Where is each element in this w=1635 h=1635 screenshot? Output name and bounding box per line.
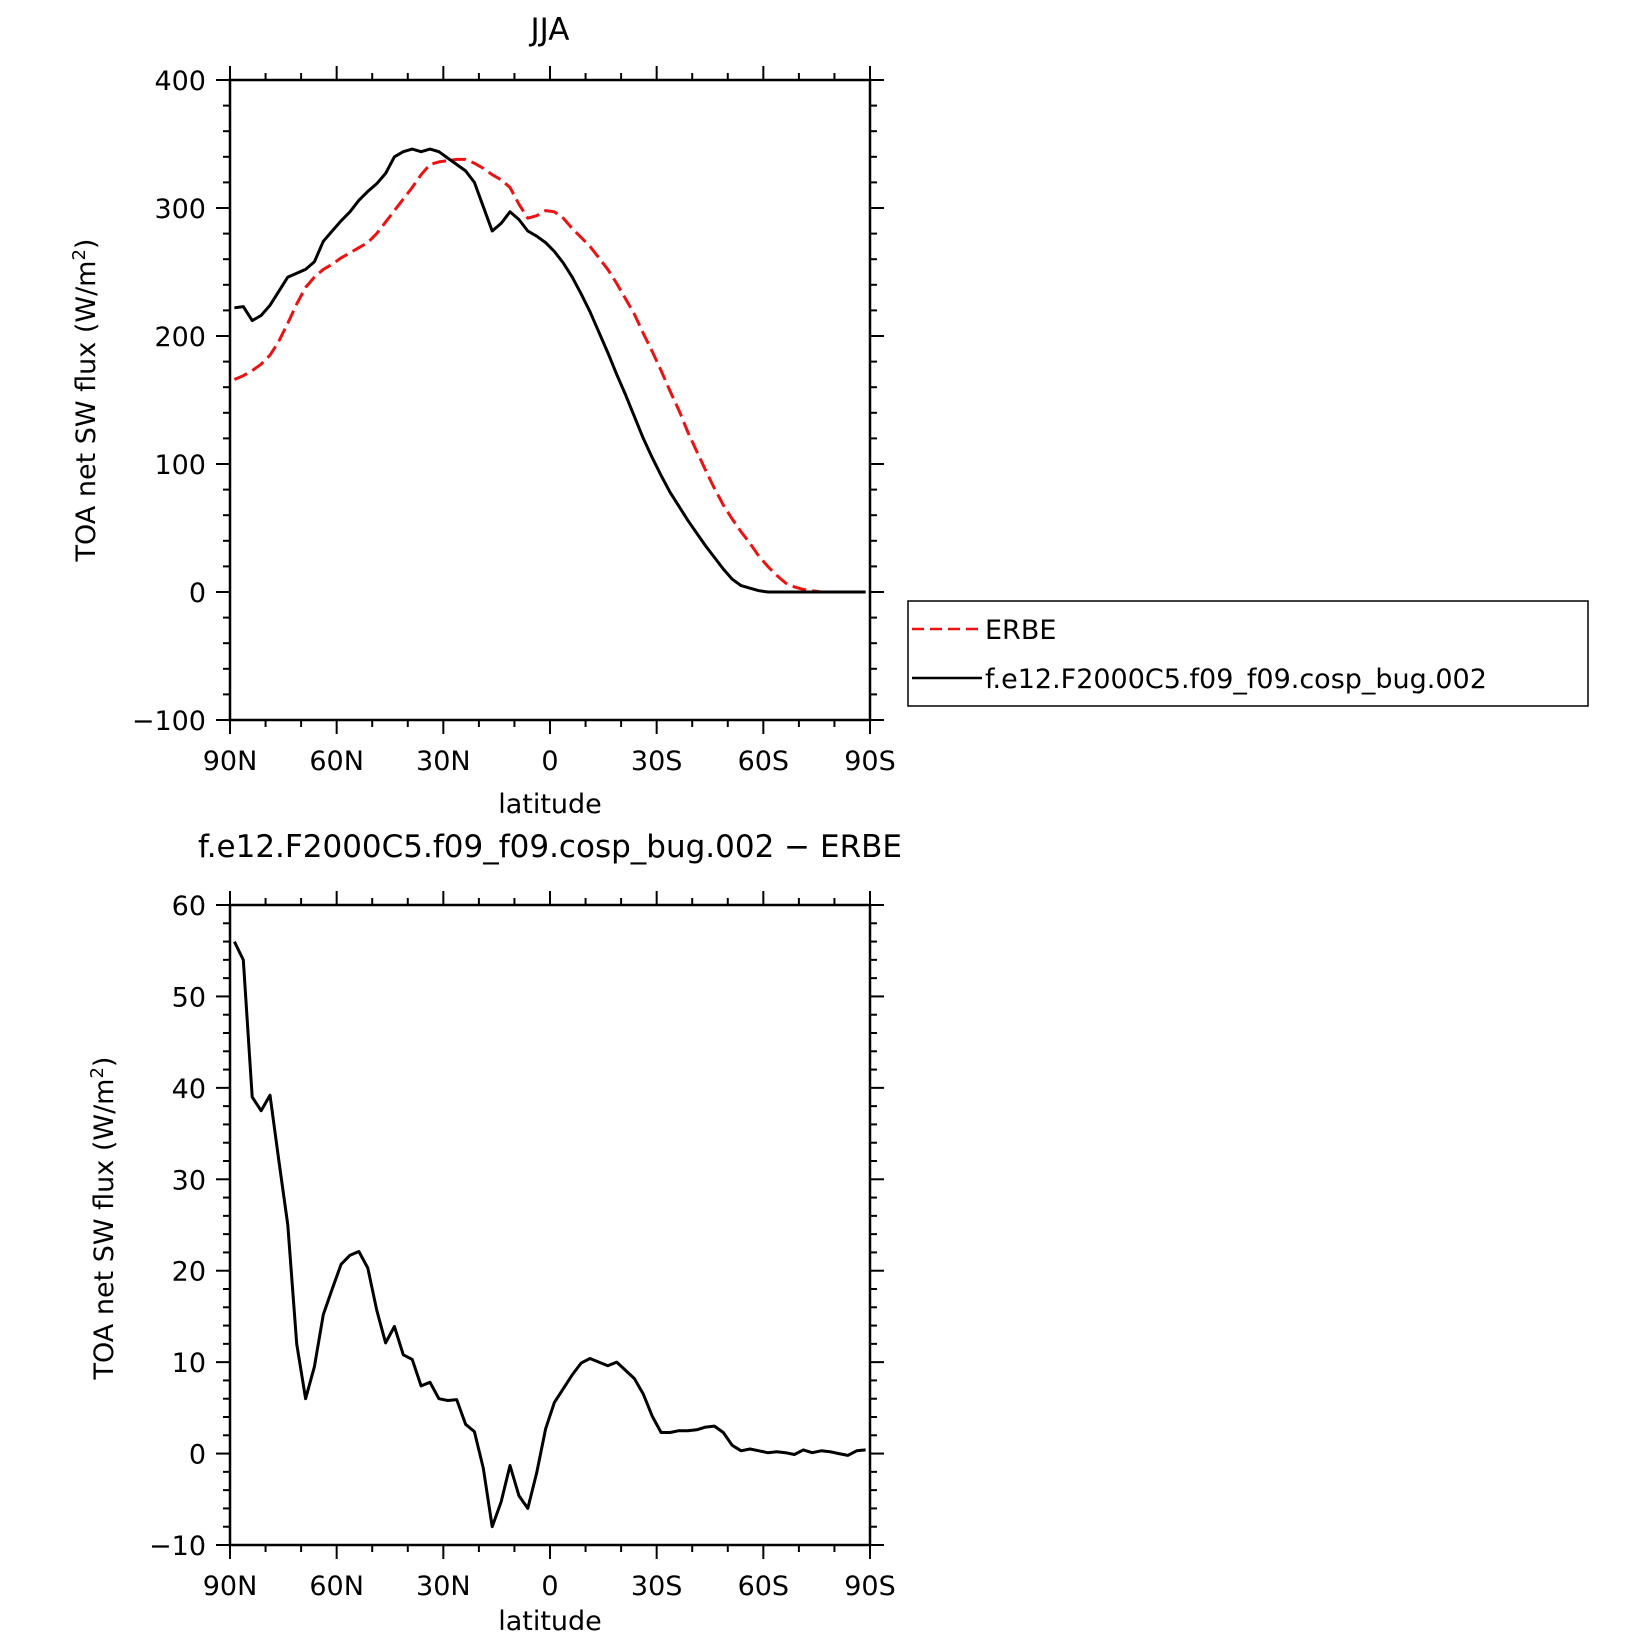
bottom-y-tick-label: 0	[189, 1440, 206, 1471]
top-plot: −100 0 100 200 300 400 90N 60N 30N 0 30S 60S 90S	[132, 66, 896, 777]
top-x-tick-label: 60N	[309, 746, 364, 777]
legend: ERBE f.e12.F2000C5.f09_f09.cosp_bug.002	[907, 600, 1589, 707]
bottom-x-axis-title: latitude	[498, 1606, 602, 1635]
top-y-tick-label: 400	[154, 66, 206, 97]
bottom-x-tick-label: 90S	[844, 1571, 896, 1602]
bottom-y-axis-title: TOA net SW flux (W/m2)	[87, 1057, 120, 1381]
legend-box	[907, 600, 1589, 707]
top-y-tick-label: 100	[154, 450, 206, 481]
bottom-panel-title: f.e12.F2000C5.f09_f09.cosp_bug.002 − ERB…	[198, 829, 902, 865]
bottom-x-tick-label: 0	[541, 1571, 558, 1602]
top-y-axis-title: TOA net SW flux (W/m2)	[69, 239, 102, 563]
bottom-y-axis-title-sup: 2	[87, 1067, 108, 1078]
legend-label-erbe: ERBE	[985, 615, 1056, 646]
top-y-axis-title-sup: 2	[69, 249, 90, 260]
top-frame	[228, 78, 872, 722]
top-panel-title: JJA	[529, 12, 570, 48]
top-y-tick-label: −100	[132, 706, 206, 737]
top-x-tick-label: 30S	[631, 746, 683, 777]
bottom-y-tick-label: 10	[172, 1348, 206, 1379]
bottom-x-tick-label: 30N	[416, 1571, 471, 1602]
bottom-x-tick-label: 90N	[203, 1571, 258, 1602]
top-y-axis-title-close: )	[71, 239, 102, 250]
top-x-tick-label: 90N	[203, 746, 258, 777]
top-y-tick-label: 300	[154, 194, 206, 225]
bottom-frame	[228, 903, 872, 1547]
bottom-y-tick-label: 40	[172, 1074, 206, 1105]
bottom-series-line-0	[233, 940, 866, 1529]
bottom-x-tick-label: 60N	[309, 1571, 364, 1602]
top-x-tick-label: 0	[541, 746, 558, 777]
bottom-x-tick-label: 60S	[738, 1571, 790, 1602]
legend-label-model: f.e12.F2000C5.f09_f09.cosp_bug.002	[985, 664, 1487, 695]
top-x-tick-label: 90S	[844, 746, 896, 777]
top-x-tick-label: 60S	[738, 746, 790, 777]
top-series-line-1	[234, 147, 866, 594]
top-y-tick-label: 200	[154, 322, 206, 353]
top-panel: JJA −100 0 100 200 300 400 90N 60N 30N 0 30S 60S 90S…	[69, 12, 1589, 820]
bottom-x-tick-label: 30S	[631, 1571, 683, 1602]
bottom-panel: f.e12.F2000C5.f09_f09.cosp_bug.002 − ERB…	[87, 829, 902, 1635]
bottom-y-tick-label: 60	[172, 891, 206, 922]
bottom-y-tick-label: 50	[172, 982, 206, 1013]
top-y-axis-title-main: TOA net SW flux (W/m	[71, 261, 102, 563]
top-x-axis-title: latitude	[498, 789, 602, 820]
bottom-y-axis-title-close: )	[89, 1057, 120, 1068]
top-x-tick-label: 30N	[416, 746, 471, 777]
top-series-line-0	[233, 157, 866, 594]
bottom-plot: −10 0 10 20 30 40 50 60 90N 60N 30N 0 30S 60S 90S	[149, 891, 896, 1602]
bottom-y-tick-label: 20	[172, 1257, 206, 1288]
bottom-y-tick-label: 30	[172, 1165, 206, 1196]
bottom-y-axis-title-main: TOA net SW flux (W/m	[89, 1079, 120, 1381]
top-y-tick-label: 0	[189, 578, 206, 609]
bottom-y-tick-label: −10	[149, 1531, 206, 1562]
